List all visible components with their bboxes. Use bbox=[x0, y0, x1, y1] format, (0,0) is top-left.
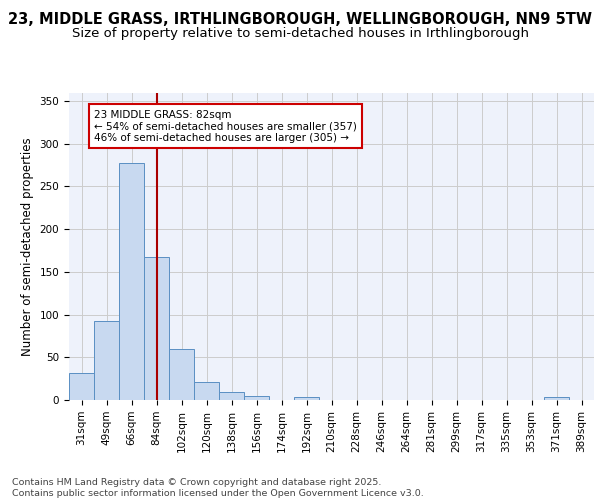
Text: Contains HM Land Registry data © Crown copyright and database right 2025.
Contai: Contains HM Land Registry data © Crown c… bbox=[12, 478, 424, 498]
Bar bbox=[244, 396, 269, 400]
Bar bbox=[294, 396, 319, 400]
Bar bbox=[69, 372, 94, 400]
Bar bbox=[144, 256, 169, 400]
Bar bbox=[194, 382, 219, 400]
Bar bbox=[119, 162, 144, 400]
Bar bbox=[169, 349, 194, 400]
Bar bbox=[219, 392, 244, 400]
Text: 23 MIDDLE GRASS: 82sqm
← 54% of semi-detached houses are smaller (357)
46% of se: 23 MIDDLE GRASS: 82sqm ← 54% of semi-det… bbox=[94, 110, 357, 143]
Text: 23, MIDDLE GRASS, IRTHLINGBOROUGH, WELLINGBOROUGH, NN9 5TW: 23, MIDDLE GRASS, IRTHLINGBOROUGH, WELLI… bbox=[8, 12, 592, 28]
Bar bbox=[544, 398, 569, 400]
Bar bbox=[94, 320, 119, 400]
Y-axis label: Number of semi-detached properties: Number of semi-detached properties bbox=[21, 137, 34, 356]
Text: Size of property relative to semi-detached houses in Irthlingborough: Size of property relative to semi-detach… bbox=[71, 28, 529, 40]
